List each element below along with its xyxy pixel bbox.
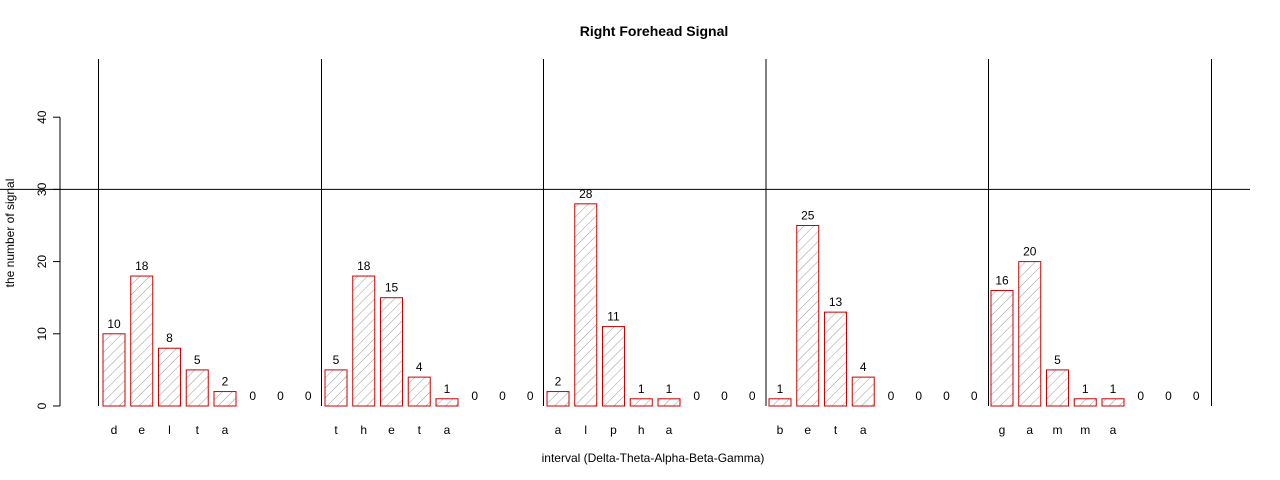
data-label: 10 xyxy=(107,317,121,331)
bar xyxy=(602,326,625,407)
category-label: l xyxy=(168,423,171,437)
bar xyxy=(407,376,431,407)
data-label: 16 xyxy=(995,273,1009,287)
bar xyxy=(546,391,570,407)
category-label: a xyxy=(222,423,229,437)
category-label: a xyxy=(666,423,673,437)
bar xyxy=(158,347,181,407)
data-label: 0 xyxy=(943,389,950,403)
data-label: 2 xyxy=(555,375,562,389)
data-label: 1 xyxy=(1082,382,1089,396)
y-tick-label: 0 xyxy=(35,402,49,409)
data-label: 0 xyxy=(1165,389,1172,403)
category-label: g xyxy=(999,423,1006,437)
category-label: p xyxy=(610,423,617,437)
category-label: e xyxy=(388,423,395,437)
data-label: 8 xyxy=(166,331,173,345)
data-label: 5 xyxy=(194,353,201,367)
bar xyxy=(657,398,681,407)
data-label: 18 xyxy=(135,259,149,273)
category-label: m xyxy=(1053,423,1063,437)
data-label: 2 xyxy=(222,375,229,389)
data-label: 1 xyxy=(638,382,645,396)
bar xyxy=(629,398,653,407)
bar xyxy=(1101,398,1125,407)
data-label: 28 xyxy=(579,187,593,201)
data-label: 15 xyxy=(385,281,399,295)
category-label: b xyxy=(777,423,784,437)
data-label: 25 xyxy=(801,209,815,223)
category-label: t xyxy=(418,423,422,437)
category-label: h xyxy=(638,423,645,437)
bar xyxy=(352,275,376,407)
bar xyxy=(990,289,1014,407)
bar xyxy=(1046,369,1069,407)
data-label: 0 xyxy=(277,389,284,403)
bar xyxy=(213,391,237,407)
data-label: 0 xyxy=(749,389,756,403)
y-tick-label: 10 xyxy=(35,327,49,341)
data-label: 13 xyxy=(829,295,843,309)
data-label: 1 xyxy=(1110,382,1117,396)
bar xyxy=(435,398,459,407)
data-label: 1 xyxy=(444,382,451,396)
data-label: 0 xyxy=(527,389,534,403)
bar xyxy=(796,225,820,407)
data-label: 1 xyxy=(777,382,784,396)
data-label: 0 xyxy=(1137,389,1144,403)
bar xyxy=(102,333,126,407)
chart-title: Right Forehead Signal xyxy=(580,23,729,39)
data-label: 0 xyxy=(915,389,922,403)
category-label: a xyxy=(1110,423,1117,437)
data-label: 0 xyxy=(249,389,256,403)
data-label: 0 xyxy=(305,389,312,403)
bar xyxy=(185,369,209,407)
category-label: d xyxy=(111,423,118,437)
data-label: 1 xyxy=(666,382,673,396)
data-label: 0 xyxy=(1193,389,1200,403)
bar xyxy=(130,275,154,407)
data-label: 0 xyxy=(499,389,506,403)
category-label: t xyxy=(334,423,338,437)
category-label: h xyxy=(360,423,367,437)
y-axis-title: the number of signal xyxy=(3,179,17,288)
data-label: 0 xyxy=(693,389,700,403)
category-label: m xyxy=(1080,423,1090,437)
data-label: 20 xyxy=(1023,245,1037,259)
data-label: 0 xyxy=(971,389,978,403)
data-label: 0 xyxy=(888,389,895,403)
category-label: a xyxy=(1026,423,1033,437)
bar xyxy=(324,369,348,407)
bar xyxy=(851,376,875,407)
data-label: 5 xyxy=(333,353,340,367)
category-label: a xyxy=(444,423,451,437)
category-label: e xyxy=(138,423,145,437)
category-label: e xyxy=(804,423,811,437)
x-axis-title: interval (Delta-Theta-Alpha-Beta-Gamma) xyxy=(542,451,765,465)
bar xyxy=(574,203,598,407)
bar xyxy=(1073,398,1097,407)
data-label: 18 xyxy=(357,259,371,273)
y-tick-label: 40 xyxy=(35,110,49,124)
data-label: 11 xyxy=(607,310,620,324)
data-label: 4 xyxy=(860,360,867,374)
category-label: t xyxy=(834,423,838,437)
data-label: 4 xyxy=(416,360,423,374)
bar xyxy=(824,311,847,407)
category-label: t xyxy=(196,423,200,437)
bar xyxy=(768,398,792,407)
data-label: 0 xyxy=(471,389,478,403)
category-label: a xyxy=(860,423,867,437)
category-label: l xyxy=(584,423,587,437)
data-label: 0 xyxy=(721,389,728,403)
bar xyxy=(1018,261,1042,407)
category-label: a xyxy=(555,423,562,437)
data-label: 5 xyxy=(1054,353,1061,367)
bar xyxy=(380,297,403,407)
y-tick-label: 20 xyxy=(35,255,49,269)
